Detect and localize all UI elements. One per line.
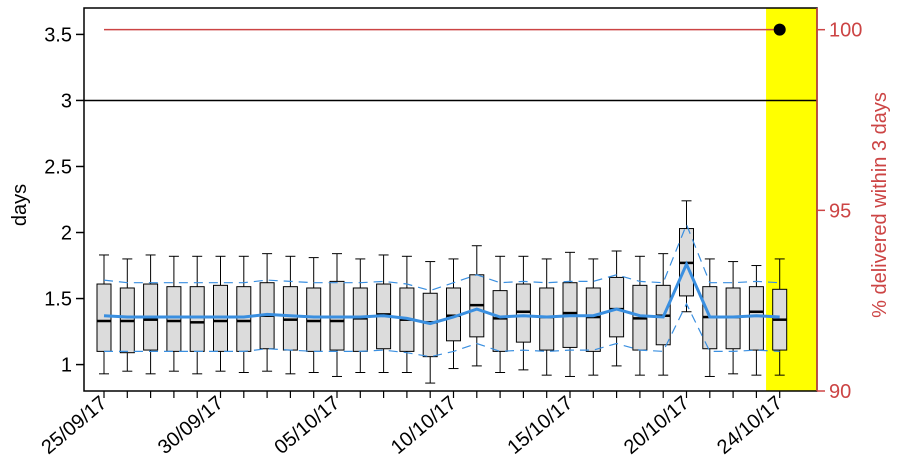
y-right-tick-label: 90: [829, 381, 851, 403]
box-body: [96, 283, 112, 352]
box-0: [96, 254, 112, 375]
box-2: [143, 254, 159, 375]
box-28: [748, 265, 764, 376]
x-tick-label: 15/10/17: [503, 392, 577, 459]
box-4: [189, 255, 205, 375]
box-body: [748, 286, 764, 351]
box-body: [352, 287, 368, 352]
mean-line: [103, 260, 780, 326]
box-body: [609, 276, 625, 338]
box-body: [515, 283, 531, 343]
box-16: [469, 245, 485, 367]
box-body: [189, 286, 205, 352]
box-9: [306, 257, 322, 374]
y-tick-label: 2: [61, 223, 72, 245]
x-tick-label: 24/10/17: [713, 392, 787, 459]
band-upper-line: [103, 222, 780, 292]
box-5: [213, 255, 228, 372]
box-body: [282, 286, 298, 351]
y-axis-title: days: [9, 184, 31, 226]
box-13: [399, 255, 415, 374]
box-body: [492, 290, 508, 352]
box-17: [492, 255, 508, 374]
band-lower-line: [104, 302, 780, 358]
box-body: [585, 287, 601, 352]
box-10: [329, 253, 345, 377]
box-7: [259, 253, 275, 372]
box-3: [166, 255, 182, 372]
x-tick-label: 10/10/17: [387, 392, 461, 459]
box-29: [772, 258, 788, 376]
box-body: [166, 286, 182, 352]
box-25: [679, 200, 694, 313]
x-tick-label: 20/10/17: [620, 392, 694, 459]
box-15: [446, 258, 461, 370]
y-tick-label: 3: [61, 90, 72, 112]
y-tick-label: 3.5: [44, 24, 72, 46]
box-body: [236, 286, 252, 352]
y-axis-right-title: % delivered within 3 days: [869, 92, 891, 318]
y-tick-label: 2.5: [44, 156, 72, 178]
box-1: [119, 258, 135, 372]
box-12: [376, 254, 392, 374]
x-tick-label: 25/09/17: [37, 392, 111, 459]
box-6: [236, 255, 252, 374]
box-body: [306, 287, 322, 352]
x-tick-label: 05/10/17: [270, 392, 344, 459]
y-tick-label: 1: [61, 355, 72, 377]
y-right-tick-label: 95: [829, 200, 851, 222]
box-body: [539, 287, 555, 351]
y-tick-label: 1.5: [44, 289, 72, 311]
box-18: [515, 255, 531, 371]
y-right-tick-label: 100: [829, 20, 862, 42]
x-tick-label: 30/09/17: [154, 392, 228, 459]
percent-point: [773, 23, 786, 36]
